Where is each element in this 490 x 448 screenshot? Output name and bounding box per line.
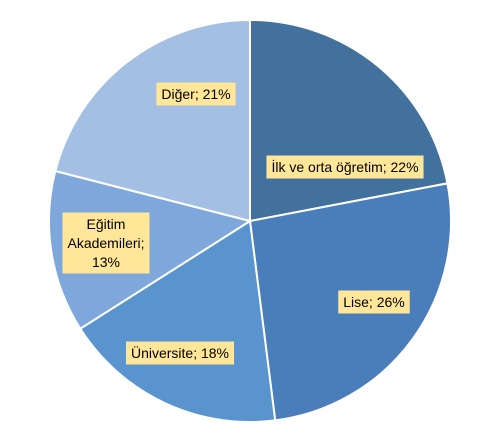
data-label-text: Akademileri; bbox=[67, 235, 144, 251]
data-label-box bbox=[125, 341, 235, 365]
data-label-diger: Diğer; 21% bbox=[156, 82, 236, 106]
data-label-text: Diğer; 21% bbox=[161, 86, 230, 102]
data-label-box bbox=[266, 155, 424, 179]
pie-labels: İlk ve orta öğretim; 22% Lise; 26% Ünivers… bbox=[62, 82, 424, 365]
data-label-box bbox=[338, 290, 410, 314]
data-label-lise: Lise; 26% bbox=[338, 290, 410, 314]
data-label-text: 13% bbox=[92, 254, 120, 270]
data-label-i-lk-ve-orta-ogretim: İlk ve orta öğretim; 22% bbox=[266, 155, 424, 179]
data-label-text: Üniversite; 18% bbox=[131, 344, 229, 361]
data-label-text: İlk ve orta öğretim; 22% bbox=[271, 158, 418, 175]
data-label-box bbox=[156, 82, 236, 106]
data-label-egitim-akademileri: Eğitim Akademileri; 13% bbox=[62, 212, 150, 274]
data-label-text: Lise; 26% bbox=[343, 294, 404, 310]
pie-slice-diger bbox=[54, 18, 251, 223]
pie-slice-universite bbox=[78, 219, 277, 423]
pie-slice-egitim-akademileri bbox=[48, 169, 253, 331]
data-label-universite: Üniversite; 18% bbox=[125, 341, 235, 365]
data-label-box bbox=[62, 212, 150, 274]
data-label-text: Eğitim bbox=[87, 216, 126, 232]
